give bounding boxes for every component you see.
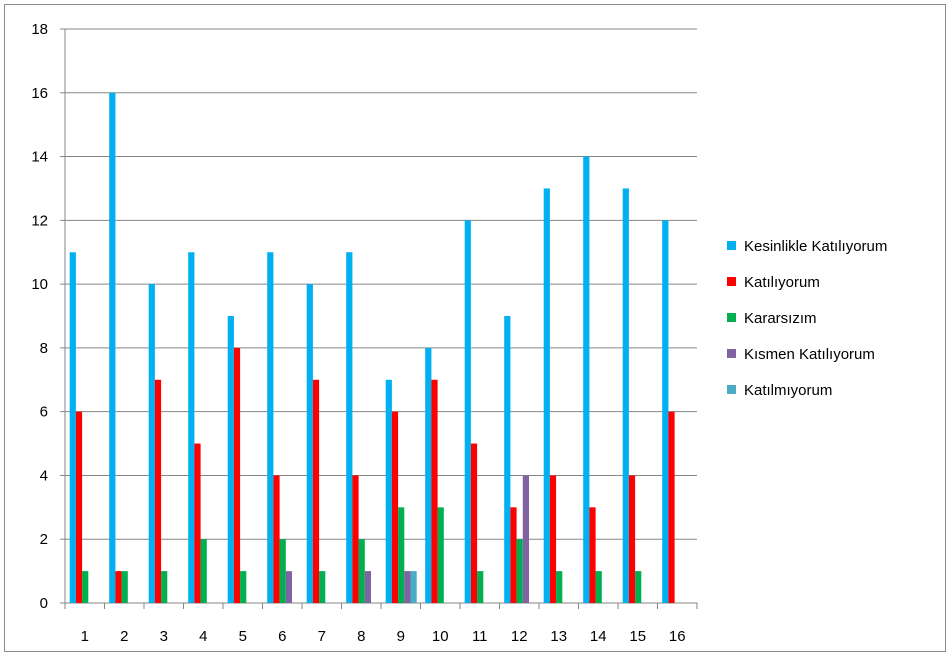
bar (464, 220, 471, 604)
legend-swatch (727, 385, 736, 394)
x-tick-label: 14 (590, 628, 607, 645)
bar (668, 411, 675, 603)
bar (312, 379, 320, 603)
bar (589, 507, 596, 603)
legend-swatch (727, 313, 736, 322)
x-tick-label: 6 (278, 628, 286, 645)
x-tick-label: 7 (318, 628, 326, 645)
y-tick-label: 18 (31, 21, 48, 38)
y-tick-label: 4 (40, 467, 48, 484)
bar (285, 571, 292, 603)
x-tick-label: 9 (397, 628, 405, 645)
bar (635, 571, 642, 603)
bar (358, 539, 365, 603)
bar (549, 475, 557, 603)
legend-swatch (727, 349, 736, 358)
bar (346, 252, 353, 603)
x-tick-label: 4 (199, 628, 207, 645)
bar (319, 571, 326, 603)
x-tick-label: 5 (239, 628, 247, 645)
bar (69, 252, 76, 603)
bar (391, 411, 399, 603)
bar (385, 379, 392, 603)
bar (154, 379, 162, 603)
legend-label: Kesinlikle Katılıyorum (744, 238, 887, 255)
bar (556, 571, 563, 603)
gridlines (65, 28, 697, 540)
x-tick-label: 1 (81, 628, 89, 645)
x-tick-label: 8 (357, 628, 365, 645)
bars (69, 92, 675, 604)
x-tick-label: 16 (669, 628, 686, 645)
bar (510, 507, 517, 603)
bar (662, 220, 669, 604)
y-tick-label: 8 (40, 340, 48, 357)
bar (82, 571, 89, 603)
bar (279, 539, 286, 603)
legend-label: Kararsızım (744, 310, 817, 327)
bar (240, 571, 247, 603)
bar (437, 507, 444, 603)
bar (516, 539, 523, 603)
bar (431, 379, 438, 603)
bar (109, 92, 116, 604)
bar (161, 571, 168, 603)
x-tick-label: 2 (120, 628, 128, 645)
legend-swatch (727, 277, 736, 286)
chart-area: 0 2 4 6 8 10 12 14 16 18 1 2 3 4 5 6 7 8 9 10 11 12 13 14 15 16 … (4, 4, 946, 652)
bar (364, 571, 371, 603)
bar (188, 252, 195, 603)
y-tick-label: 14 (31, 149, 48, 166)
bar (227, 316, 234, 603)
bar (75, 411, 83, 603)
x-tick-label: 13 (550, 628, 567, 645)
bar (273, 475, 280, 603)
legend: Kesinlikle Katılıyorum Katılıyorum Kararsı… (727, 238, 887, 399)
bar (398, 507, 405, 603)
bar (121, 571, 128, 603)
bar (352, 475, 359, 603)
legend-label: Katılmıyorum (744, 382, 832, 399)
x-tick-label: 11 (472, 628, 488, 645)
legend-swatch (727, 241, 736, 250)
y-tick-label: 16 (31, 85, 48, 102)
bar (622, 188, 629, 603)
x-tick-label: 10 (432, 628, 449, 645)
bar (404, 571, 411, 603)
bar (470, 443, 478, 603)
y-tick-label: 2 (40, 531, 48, 548)
bar (583, 156, 590, 604)
bar (306, 284, 313, 603)
x-tick-labels: 1 2 3 4 5 6 7 8 9 10 11 12 13 14 15 16 (81, 628, 686, 645)
bar (267, 252, 274, 603)
x-tick-label: 15 (629, 628, 646, 645)
bar (200, 539, 207, 603)
bar (628, 475, 636, 603)
bar (148, 284, 155, 603)
bar (595, 571, 602, 603)
legend-label: Katılıyorum (744, 274, 820, 291)
bar (115, 571, 122, 603)
y-tick-label: 0 (40, 595, 48, 612)
bar (477, 571, 484, 603)
y-tick-labels: 0 2 4 6 8 10 12 14 16 18 (31, 21, 48, 612)
bar (233, 347, 241, 603)
bar (504, 316, 511, 603)
bar (543, 188, 550, 603)
y-tick-label: 12 (31, 212, 48, 229)
bar (522, 475, 529, 603)
bar (194, 443, 201, 603)
legend-label: Kısmen Katılıyorum (744, 346, 875, 363)
x-tick-label: 3 (160, 628, 168, 645)
y-tick-label: 6 (40, 404, 48, 421)
y-tick-label: 10 (31, 276, 48, 293)
bar (425, 347, 432, 603)
bar (410, 571, 417, 603)
x-tick-label: 12 (511, 628, 528, 645)
